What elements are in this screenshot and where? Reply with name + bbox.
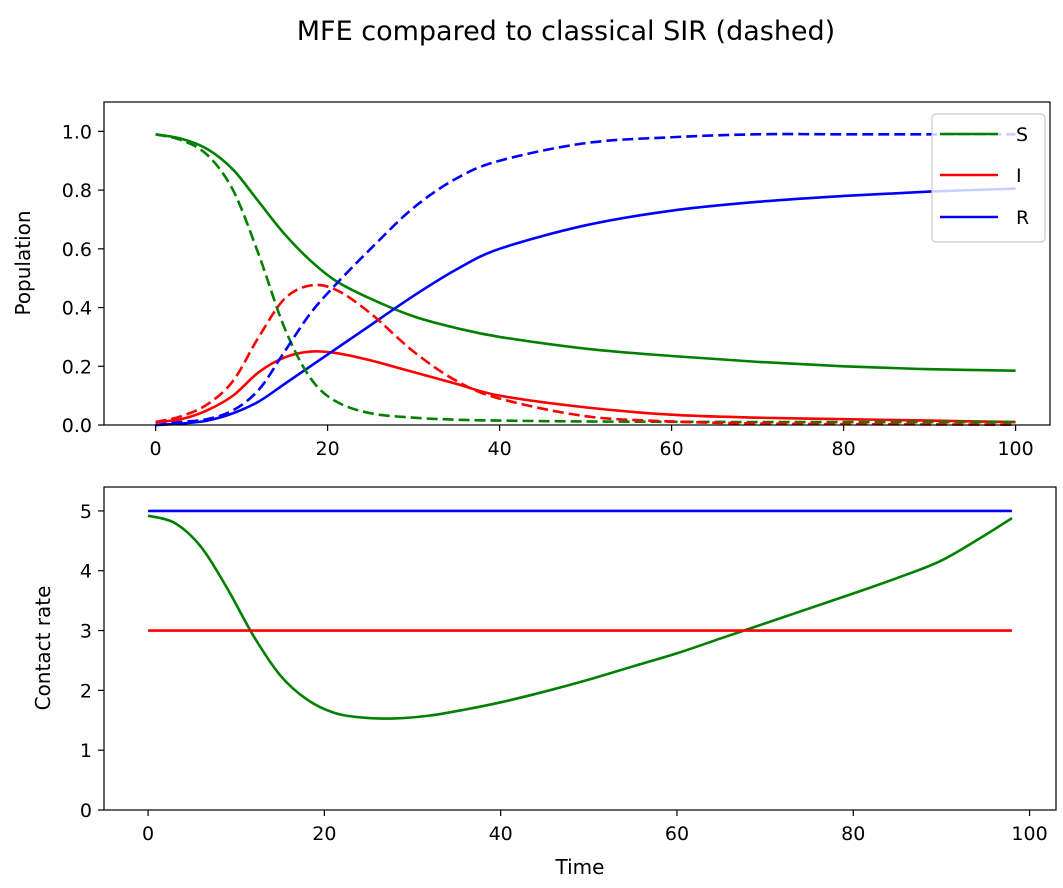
contact-rate-xtick-label: 80 [841, 823, 865, 845]
population-xtick-label: 80 [832, 438, 856, 460]
population-line-s-dashed-3 [155, 133, 1016, 424]
population-xtick-label: 40 [488, 438, 512, 460]
contact-rate-ytick-label: 0 [80, 800, 92, 822]
contact-rate-ytick-label: 5 [80, 501, 92, 523]
figure-title: MFE compared to classical SIR (dashed) [297, 16, 835, 47]
population-line-r-dashed-5 [155, 132, 1016, 427]
population-ylabel: Population [11, 210, 35, 315]
time-xlabel: Time [555, 855, 605, 879]
population-line-i-dashed-4 [155, 283, 1016, 427]
legend-label-r: R [1016, 207, 1029, 229]
population-xtick-label: 20 [316, 438, 340, 460]
population-xtick-label: 60 [660, 438, 684, 460]
contact-rate-xtick-label: 60 [665, 823, 689, 845]
population-axes-frame [103, 101, 1051, 426]
population-line-s-solid-0 [155, 133, 1016, 372]
contact-rate-xtick-label: 20 [312, 823, 336, 845]
legend-box [931, 113, 1046, 243]
contact-rate-ytick-label: 2 [80, 680, 92, 702]
population-lines [155, 132, 1016, 427]
legend: S I R [931, 113, 1046, 243]
contact-rate-xtick-label: 100 [1011, 823, 1047, 845]
contact-rate-ytick-label: 3 [80, 621, 92, 643]
contact-rate-axes-frame [103, 486, 1057, 811]
contact-rate-xtick-label: 40 [489, 823, 513, 845]
population-ytick-label: 1.0 [62, 121, 92, 143]
contact-rate-ytick-label: 4 [80, 561, 92, 583]
contact-rate-lines [147, 509, 1013, 720]
legend-label-s: S [1016, 124, 1028, 146]
contact-rate-xtick-label: 0 [142, 823, 154, 845]
population-line-i-solid-1 [155, 350, 1016, 424]
population-ytick-label: 0.6 [62, 239, 92, 261]
contact-rate-subplot: 0 20 40 60 80 100 0 1 2 3 4 5 Contact rate Time [31, 486, 1057, 879]
contact-rate-ticks: 0 20 40 60 80 100 0 1 2 3 4 5 [80, 501, 1048, 845]
contact-rate-line-series-solid-0 [147, 514, 1013, 720]
contact-rate-ylabel: Contact rate [31, 586, 55, 711]
legend-label-i: I [1016, 165, 1022, 187]
contact-rate-ytick-label: 1 [80, 740, 92, 762]
population-line-r-solid-2 [155, 187, 1016, 427]
population-ytick-label: 0.8 [62, 180, 92, 202]
population-ytick-label: 0.2 [62, 356, 92, 378]
population-ytick-label: 0.0 [62, 415, 92, 437]
population-xtick-label: 0 [150, 438, 162, 460]
population-ytick-label: 0.4 [62, 298, 92, 320]
population-ticks: 0 20 40 60 80 100 0.0 0.2 0.4 0.6 0.8 1.0 [62, 121, 1034, 460]
population-subplot: 0 20 40 60 80 100 0.0 0.2 0.4 0.6 0.8 1.0 Populatio… [11, 101, 1051, 460]
population-xtick-label: 100 [997, 438, 1033, 460]
